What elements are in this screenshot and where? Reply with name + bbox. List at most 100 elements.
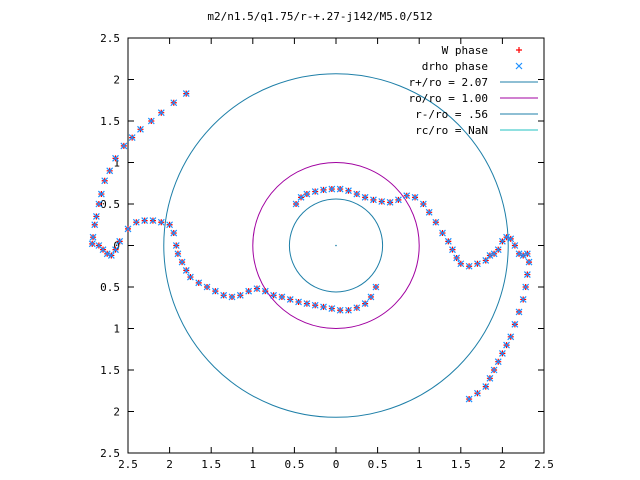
series-drho-phase [88,90,533,403]
x-tick-label: 2.5 [118,458,138,471]
data-point [236,291,244,299]
data-point [345,187,352,195]
data-point [449,246,456,254]
data-point [311,301,319,309]
data-point [166,221,174,229]
legend-cross-marker [515,62,523,70]
data-point [101,177,109,185]
data-point [228,293,236,301]
chart-title: m2/n1.5/q1.75/r-+.27-j142/M5.0/512 [207,10,432,23]
y-tick-label: 2.5 [100,32,120,45]
data-point [106,167,114,175]
data-point [367,293,375,301]
data-point [292,200,300,208]
data-point [295,298,302,306]
data-point [474,389,481,397]
data-point [425,208,433,216]
data-point [372,283,380,291]
data-point [498,349,506,357]
data-point [147,117,155,125]
data-point [361,193,369,201]
y-tick-label: 1 [113,157,120,170]
legend-plus-marker [516,47,522,53]
data-point [503,341,510,349]
data-point [320,303,327,311]
data-point [112,246,119,254]
data-point [303,300,311,308]
data-point [170,229,178,237]
y-tick-label: 0.5 [100,198,120,211]
x-tick-label: 0 [333,458,340,471]
data-point [336,306,344,314]
data-point [137,125,144,133]
data-point [507,235,515,243]
data-point [328,305,336,313]
data-point [370,196,377,204]
data-point [432,218,440,226]
data-point [523,250,531,258]
y-tick-label: 1 [113,323,120,336]
data-point [519,252,527,259]
x-tick-label: 1 [416,458,423,471]
legend: W phase drho phase r+/ro = 2.07 ro/ro = 1.0… [409,44,538,137]
data-point [453,254,461,262]
data-point [515,308,523,316]
data-point [120,142,128,150]
data-point [474,260,481,268]
circle-r-ro [288,198,384,293]
data-point [353,304,361,312]
data-point [172,242,180,249]
data-point [411,193,419,201]
circle-r-ro [163,73,509,418]
data-point [490,366,498,374]
x-tick-label: 1.5 [451,458,471,471]
data-point [203,283,211,291]
data-point [465,262,473,270]
data-point [103,250,111,258]
data-point [157,218,165,226]
data-point [328,185,336,193]
data-point [482,383,490,391]
data-point [182,266,190,274]
legend-label: W phase [442,44,488,57]
data-point [261,287,269,295]
reference-circles [163,73,509,418]
data-point [494,358,502,366]
data-point [457,260,465,268]
data-point [182,90,190,98]
data-point [511,242,519,249]
data-point [361,300,369,308]
circle-ro-ro [252,162,420,329]
data-point [141,217,149,225]
x-tick-label: 1 [249,458,256,471]
data-point [170,99,178,107]
data-point [486,374,494,382]
y-tick-label: 2 [113,406,120,419]
x-tick-label: 0.5 [284,458,304,471]
data-point [116,237,124,245]
data-point [132,218,140,226]
legend-label: r-/ro = .56 [415,108,488,121]
data-point [486,252,494,259]
x-tick-label: 1.5 [201,458,221,471]
data-point [444,237,452,245]
data-point [419,200,427,208]
data-point [353,190,361,198]
data-point [92,213,100,220]
data-point [95,200,103,208]
data-point [503,233,510,241]
data-point [88,240,96,248]
x-tick-label: 2 [499,458,506,471]
data-point [386,198,394,206]
y-tick-label: 0 [113,240,120,253]
y-tick-label: 1.5 [100,115,120,128]
data-point [220,291,228,299]
y-tick-label: 1.5 [100,364,120,377]
data-point [89,233,97,241]
data-point [124,225,132,233]
data-point [311,188,319,195]
data-point [515,250,523,258]
